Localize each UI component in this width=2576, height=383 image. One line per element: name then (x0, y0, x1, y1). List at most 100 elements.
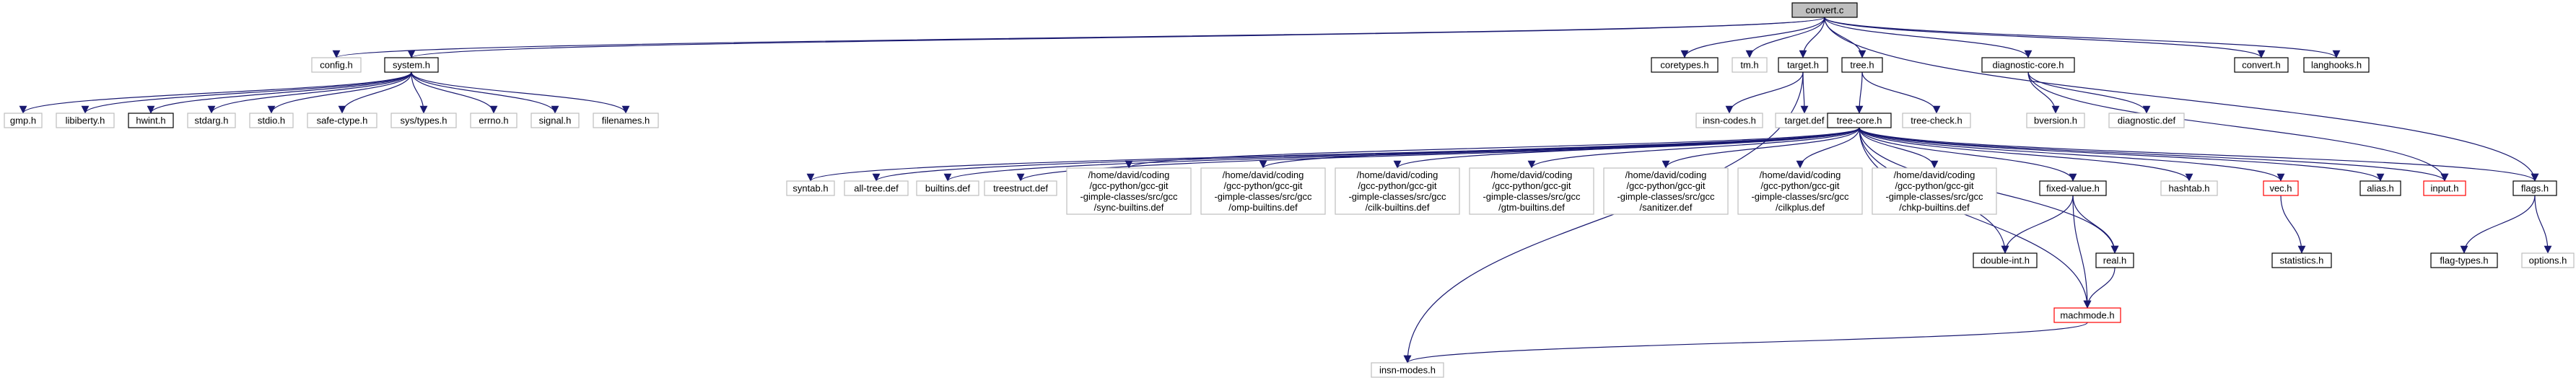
node-label: /cilkplus.def (1776, 202, 1825, 213)
node-box (128, 113, 174, 128)
node-target-h[interactable]: target.h (1778, 57, 1828, 73)
node-input-h[interactable]: input.h (2423, 180, 2466, 196)
node-label: /sync-builtins.def (1094, 202, 1164, 213)
node-errno-h[interactable]: errno.h (470, 113, 518, 128)
node-syntab-h[interactable]: syntab.h (786, 180, 835, 196)
node-tm-h[interactable]: tm.h (1732, 57, 1768, 73)
node-box (1651, 57, 1719, 73)
node-box (844, 180, 909, 196)
node-coretypes-h[interactable]: coretypes.h (1651, 57, 1719, 73)
node-langhooks-h[interactable]: langhooks.h (2303, 57, 2370, 73)
node-box (1066, 167, 1192, 215)
edge-flags-h-to-options-h (2534, 195, 2552, 254)
node-box (2303, 57, 2370, 73)
node-tree-core-h[interactable]: tree-core.h (1827, 113, 1892, 128)
node-bversion-h[interactable]: bversion.h (2026, 113, 2085, 128)
node-label: statistics.h (2280, 255, 2324, 266)
node-box (2430, 252, 2498, 268)
node-diagnostic-core-h[interactable]: diagnostic-core.h (1981, 57, 2075, 73)
node-config-h[interactable]: config.h (311, 57, 362, 73)
node-label: treestruct.def (993, 183, 1048, 194)
node-tree-h[interactable]: tree.h (1841, 57, 1883, 73)
node-box (1973, 252, 2038, 268)
edge-tree-h-to-tree-core-h (1855, 71, 1864, 114)
node-label: system.h (393, 60, 430, 71)
node-machmode-h[interactable]: machmode.h (2053, 307, 2121, 323)
node-sanitizer-def[interactable]: /home/david/coding/gcc-python/gcc-git-gi… (1603, 167, 1729, 215)
node-label: /home/david/coding (1625, 170, 1707, 180)
node-label: signal.h (539, 115, 572, 126)
edge-convert-c-to-flags-h (1824, 17, 2539, 182)
node-box (384, 57, 439, 73)
node-statistics-h[interactable]: statistics.h (2271, 252, 2332, 268)
node-signal-h[interactable]: signal.h (531, 113, 580, 128)
edge-system-h-to-stdio-h (267, 71, 412, 114)
node-box (2039, 180, 2107, 196)
edge-convert-c-to-convert-h (1824, 17, 2266, 58)
edge-tree-core-h-to-flags-h (1859, 127, 2539, 182)
node-label: -gimple-classes/src/gcc (1885, 191, 1983, 202)
node-box (1695, 113, 1763, 128)
node-label: /gcc-python/gcc-git (1089, 180, 1168, 191)
node-label: all-tree.def (854, 183, 899, 194)
node-flags-h[interactable]: flags.h (2512, 180, 2557, 196)
node-stdio-h[interactable]: stdio.h (249, 113, 294, 128)
node-convert-h[interactable]: convert.h (2234, 57, 2289, 73)
node-vec-h[interactable]: vec.h (2263, 180, 2299, 196)
node-label: errno.h (479, 115, 508, 126)
edge-tree-core-h-to-chkp-builtins (1859, 127, 1939, 169)
node-box (1981, 57, 2075, 73)
node-box (2053, 307, 2121, 323)
node-system-h[interactable]: system.h (384, 57, 439, 73)
node-label: -gimple-classes/src/gcc (1751, 191, 1849, 202)
node-sys-types-h[interactable]: sys/types.h (390, 113, 457, 128)
node-flag-types-h[interactable]: flag-types.h (2430, 252, 2498, 268)
node-label: builtins.def (925, 183, 971, 194)
node-insn-codes-h[interactable]: insn-codes.h (1695, 113, 1763, 128)
node-label: stdarg.h (195, 115, 229, 126)
node-cilk-builtins[interactable]: /home/david/coding/gcc-python/gcc-git-gi… (1335, 167, 1460, 215)
node-double-int-h[interactable]: double-int.h (1973, 252, 2038, 268)
node-label: bversion.h (2034, 115, 2077, 126)
node-label: /home/david/coding (1088, 170, 1170, 180)
node-cilkplus-def[interactable]: /home/david/coding/gcc-python/gcc-git-gi… (1737, 167, 1863, 215)
node-box (2026, 113, 2085, 128)
node-box (786, 180, 835, 196)
node-box (984, 180, 1057, 196)
node-omp-builtins[interactable]: /home/david/coding/gcc-python/gcc-git-gi… (1200, 167, 1326, 215)
node-target-def[interactable]: target.def (1775, 113, 1834, 128)
edge-tree-core-h-to-hashtab-h (1859, 127, 2193, 182)
node-label: target.h (1787, 60, 1819, 71)
node-safe-ctype-h[interactable]: safe-ctype.h (307, 113, 377, 128)
node-builtins-def[interactable]: builtins.def (916, 180, 979, 196)
node-real-h[interactable]: real.h (2095, 252, 2134, 268)
node-hashtab-h[interactable]: hashtab.h (2160, 180, 2218, 196)
node-insn-modes-h[interactable]: insn-modes.h (1371, 362, 1444, 378)
node-chkp-builtins[interactable]: /home/david/coding/gcc-python/gcc-git-gi… (1872, 167, 1997, 215)
node-stdarg-h[interactable]: stdarg.h (187, 113, 236, 128)
node-treestruct-def[interactable]: treestruct.def (984, 180, 1057, 196)
node-diagnostic-def[interactable]: diagnostic.def (2108, 113, 2185, 128)
dependency-edges (19, 17, 2552, 364)
node-tree-check-h[interactable]: tree-check.h (1902, 113, 1971, 128)
node-box (531, 113, 580, 128)
node-label: convert.h (2242, 60, 2280, 71)
node-options-h[interactable]: options.h (2521, 252, 2575, 268)
edge-tree-core-h-to-sanitizer-def (1662, 127, 1860, 169)
node-filenames-h[interactable]: filenames.h (593, 113, 659, 128)
node-alias-h[interactable]: alias.h (2359, 180, 2401, 196)
node-label: flags.h (2521, 183, 2549, 194)
node-hwint-h[interactable]: hwint.h (128, 113, 174, 128)
node-libiberty-h[interactable]: libiberty.h (56, 113, 115, 128)
node-box (2512, 180, 2557, 196)
node-sync-builtins[interactable]: /home/david/coding/gcc-python/gcc-git-gi… (1066, 167, 1192, 215)
node-convert-c[interactable]: convert.c (1791, 2, 1858, 18)
edge-system-h-to-stdarg-h (207, 71, 412, 114)
node-fixed-value-h[interactable]: fixed-value.h (2039, 180, 2107, 196)
node-label: filenames.h (602, 115, 650, 126)
node-gmp-h[interactable]: gmp.h (4, 113, 43, 128)
node-gtm-builtins[interactable]: /home/david/coding/gcc-python/gcc-git-gi… (1469, 167, 1594, 215)
node-all-tree-def[interactable]: all-tree.def (844, 180, 909, 196)
node-label: /gcc-python/gcc-git (1626, 180, 1705, 191)
